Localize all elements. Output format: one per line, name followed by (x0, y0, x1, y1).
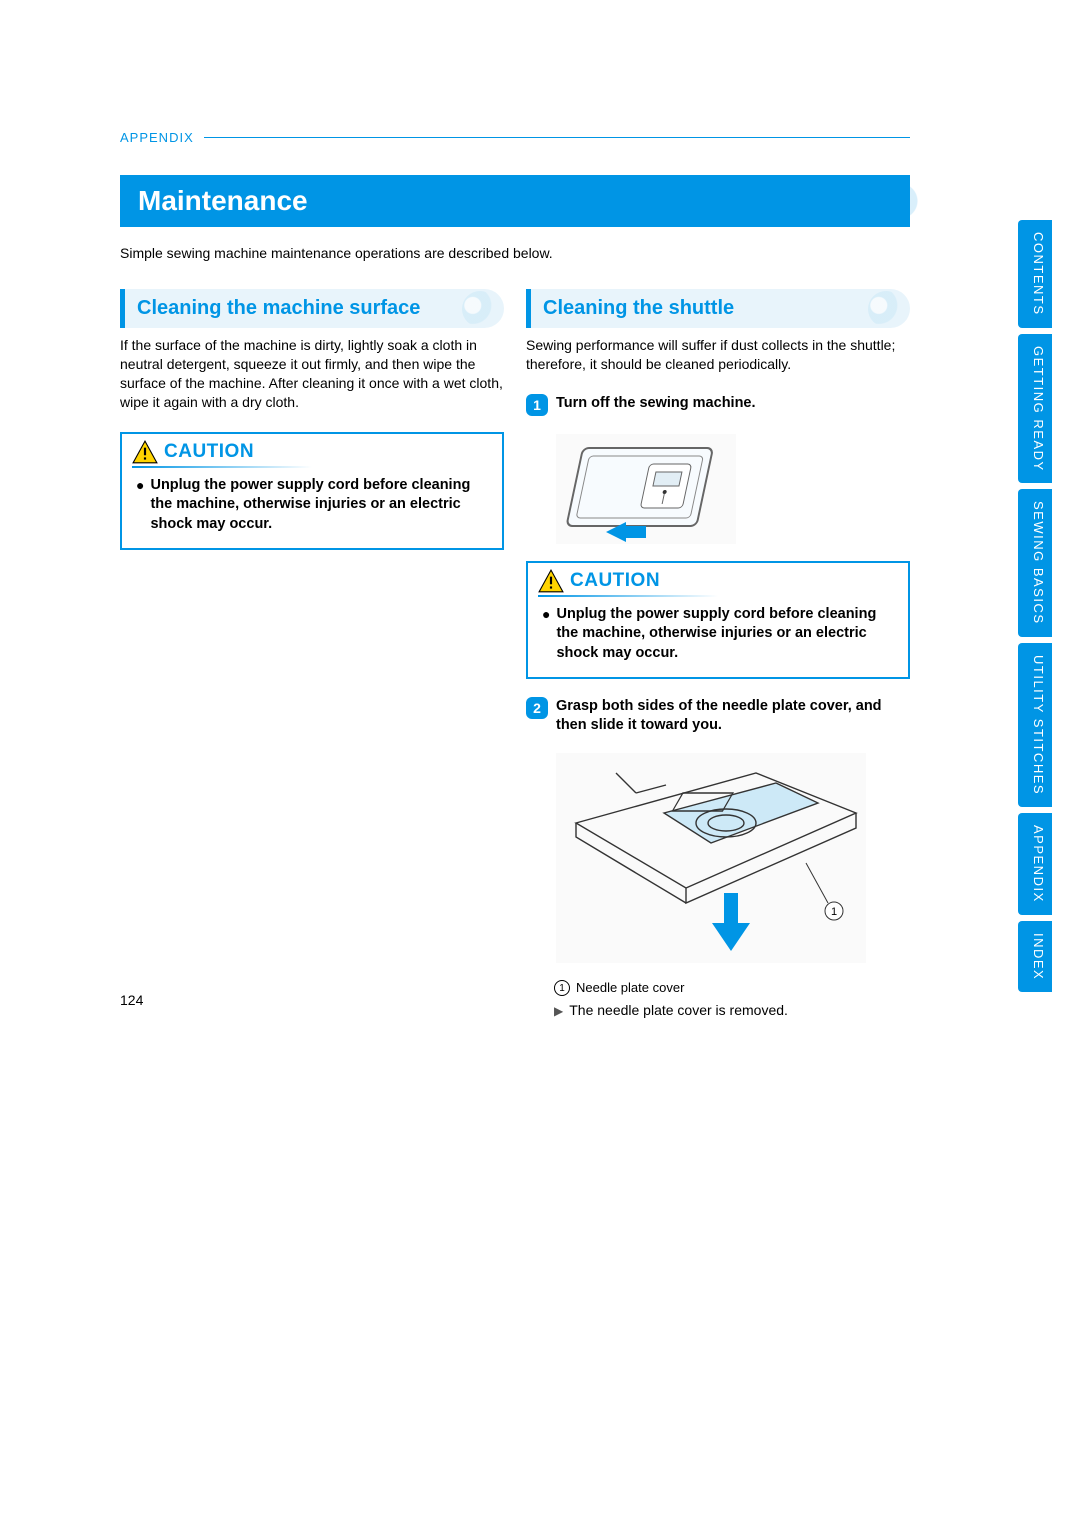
caution-header: CAUTION (122, 434, 502, 466)
side-tabs: CONTENTS GETTING READY SEWING BASICS UTI… (1018, 220, 1052, 992)
warning-icon (132, 440, 158, 464)
page-number: 124 (120, 992, 143, 1008)
section-header: APPENDIX (120, 130, 910, 145)
tab-sewing-basics[interactable]: SEWING BASICS (1018, 489, 1052, 637)
illustration-needle-plate: 1 (556, 753, 866, 963)
warning-icon (538, 569, 564, 593)
right-column: Cleaning the shuttle Sewing performance … (526, 289, 910, 1018)
tab-appendix[interactable]: APPENDIX (1018, 813, 1052, 915)
step-text: Turn off the sewing machine. (556, 394, 756, 413)
section-heading-shuttle: Cleaning the shuttle (526, 289, 910, 328)
triangle-bullet-icon: ▶ (554, 1002, 563, 1018)
step-number: 1 (526, 394, 548, 416)
caution-text: Unplug the power supply cord before clea… (150, 476, 488, 535)
callout-number: 1 (554, 980, 570, 996)
caution-title: CAUTION (164, 441, 254, 463)
intro-text: Simple sewing machine maintenance operat… (120, 245, 910, 261)
illustration-switch-panel (556, 434, 736, 544)
caution-body: ● Unplug the power supply cord before cl… (122, 466, 502, 549)
step-2: 2 Grasp both sides of the needle plate c… (526, 697, 910, 735)
tab-index[interactable]: INDEX (1018, 921, 1052, 992)
caution-box-right: CAUTION ● Unplug the power supply cord b… (526, 561, 910, 680)
page-title: Maintenance (120, 175, 910, 227)
caution-body: ● Unplug the power supply cord before cl… (528, 595, 908, 678)
caution-text: Unplug the power supply cord before clea… (556, 605, 894, 664)
shuttle-body-text: Sewing performance will suffer if dust c… (526, 336, 910, 374)
caution-box-left: CAUTION ● Unplug the power supply cord b… (120, 432, 504, 551)
svg-text:1: 1 (831, 906, 837, 918)
tab-utility-stitches[interactable]: UTILITY STITCHES (1018, 643, 1052, 807)
section-heading-surface: Cleaning the machine surface (120, 289, 504, 328)
result-row: ▶ The needle plate cover is removed. (554, 1002, 910, 1018)
step-number: 2 (526, 697, 548, 719)
caution-header: CAUTION (528, 563, 908, 595)
step-1: 1 Turn off the sewing machine. (526, 394, 910, 416)
result-text: The needle plate cover is removed. (569, 1002, 788, 1018)
caution-title: CAUTION (570, 570, 660, 592)
header-rule (204, 137, 910, 138)
section-label: APPENDIX (120, 130, 194, 145)
tab-contents[interactable]: CONTENTS (1018, 220, 1052, 328)
surface-body-text: If the surface of the machine is dirty, … (120, 336, 504, 412)
left-column: Cleaning the machine surface If the surf… (120, 289, 504, 1018)
tab-getting-ready[interactable]: GETTING READY (1018, 334, 1052, 484)
bullet-icon: ● (136, 476, 144, 535)
callout-1: 1 Needle plate cover (554, 980, 910, 996)
callout-label: Needle plate cover (576, 980, 684, 996)
bullet-icon: ● (542, 605, 550, 664)
step-text: Grasp both sides of the needle plate cov… (556, 697, 910, 735)
